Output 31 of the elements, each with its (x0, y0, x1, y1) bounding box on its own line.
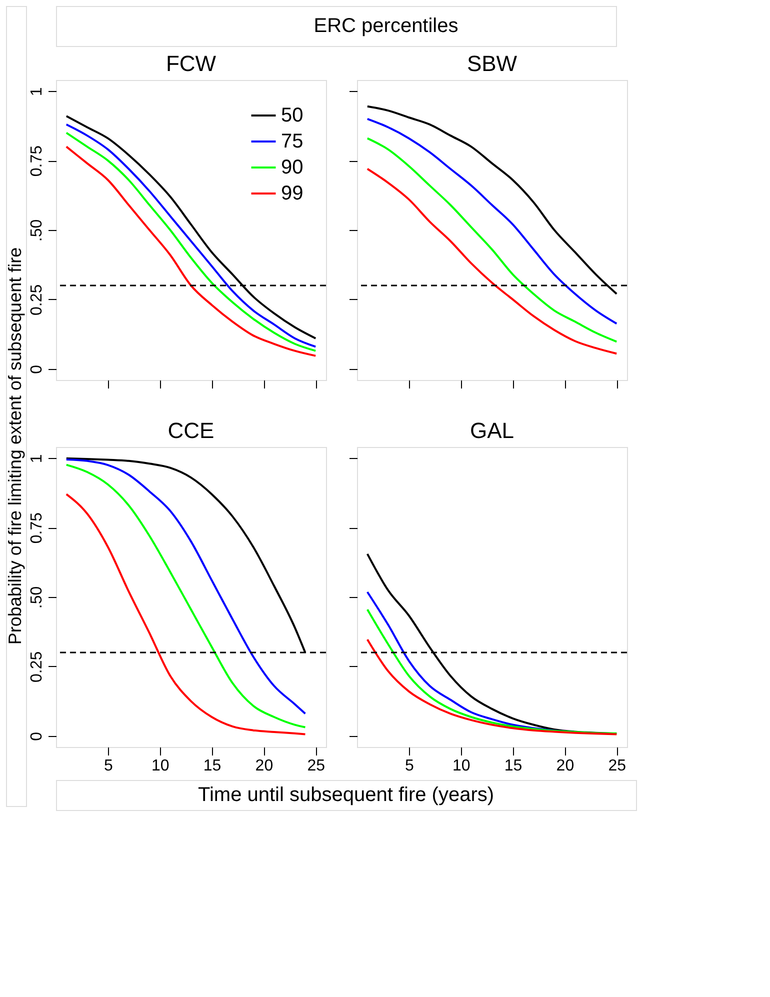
y-tick-label: 0 (28, 364, 46, 374)
legend-label: 90 (281, 156, 304, 178)
legend-label: 75 (281, 130, 304, 152)
x-tick-label: 20 (556, 758, 574, 774)
x-tick-label: 5 (104, 758, 113, 774)
y-tick-label: 0 (28, 732, 46, 741)
y-tick-label: 1 (28, 454, 46, 464)
y-tick-label: .50 (28, 219, 46, 242)
text: ERC percentiles (314, 15, 458, 37)
y-tick-label: 0.75 (28, 145, 46, 177)
x-tick-label: 25 (608, 758, 626, 774)
x-tick-label: 20 (255, 758, 274, 774)
chart-title: CCE (168, 418, 214, 443)
x-axis-title: Time until subsequent fire (years) (198, 784, 494, 806)
y-axis-title: Probability of fire limiting extent of subsequent fire (5, 247, 25, 645)
legend-label: 50 (281, 104, 304, 126)
y-tick-label: 0.25 (28, 284, 46, 316)
x-tick-label: 25 (307, 758, 326, 774)
legend-label: 99 (281, 182, 304, 204)
x-tick-label: 10 (452, 758, 470, 774)
chart-title: GAL (470, 418, 514, 443)
x-tick-label: 5 (404, 758, 414, 774)
y-tick-label: 0.75 (28, 512, 46, 544)
x-tick-label: 15 (504, 758, 522, 774)
y-tick-label: 1 (28, 87, 46, 96)
y-tick-label: .50 (28, 586, 46, 609)
chart-title: SBW (466, 51, 518, 76)
chart-title: FCW (166, 51, 216, 76)
y-tick-label: 0.25 (28, 651, 46, 683)
x-tick-label: 15 (203, 758, 222, 774)
x-tick-label: 10 (151, 758, 170, 774)
